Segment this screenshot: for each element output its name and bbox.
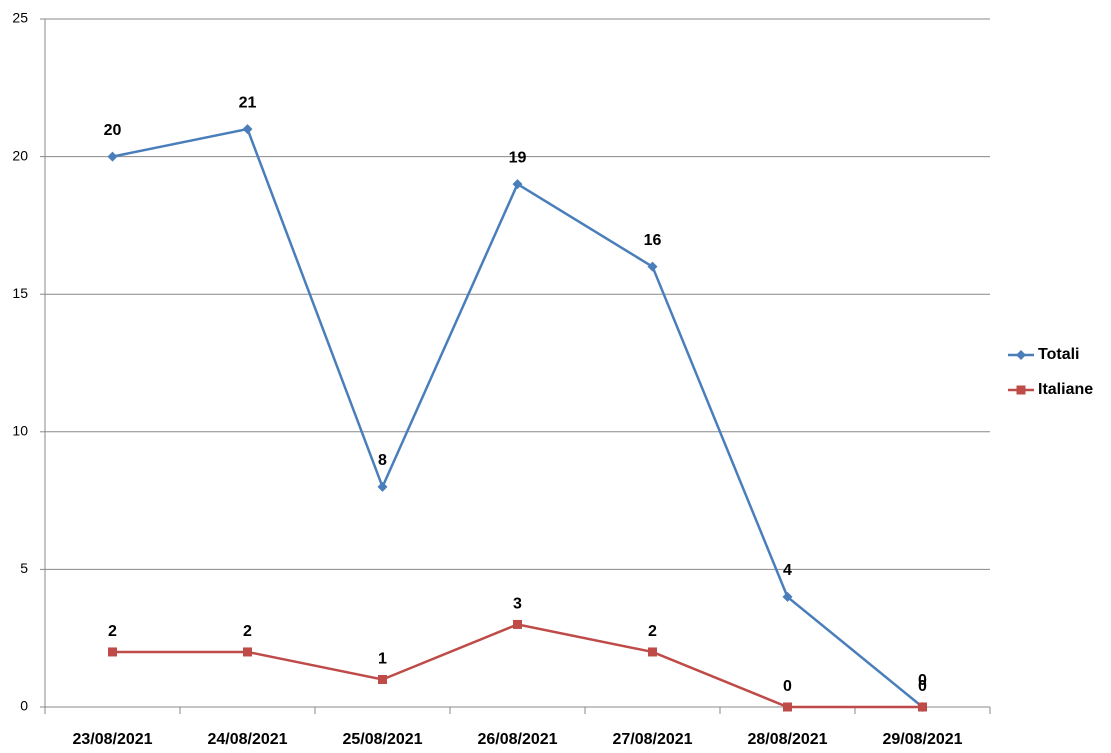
- y-tick-label: 0: [20, 698, 28, 714]
- data-point: [647, 261, 658, 272]
- data-label: 4: [783, 562, 792, 579]
- data-point: [648, 647, 657, 657]
- legend-label: Totali: [1038, 346, 1079, 363]
- legend-marker: [1016, 385, 1026, 395]
- x-tick-label: 25/08/2021: [342, 731, 422, 748]
- data-point: [377, 481, 388, 492]
- data-label: 2: [108, 623, 117, 640]
- data-point: [918, 702, 927, 712]
- data-label: 21: [239, 94, 257, 111]
- y-tick-label: 20: [12, 147, 28, 163]
- data-point: [512, 179, 523, 190]
- data-label: 0: [783, 678, 792, 695]
- data-label: 2: [243, 623, 252, 640]
- data-point: [378, 674, 387, 684]
- data-label: 8: [378, 452, 387, 469]
- data-label: 1: [378, 651, 387, 668]
- legend-label: Italiane: [1038, 381, 1093, 398]
- x-tick-label: 23/08/2021: [72, 731, 152, 748]
- data-point: [107, 151, 118, 162]
- y-tick-label: 25: [12, 10, 28, 26]
- y-tick-label: 10: [12, 423, 28, 439]
- data-point: [513, 619, 522, 629]
- x-tick-label: 27/08/2021: [612, 731, 692, 748]
- x-tick-label: 28/08/2021: [747, 731, 827, 748]
- data-label: 2: [648, 623, 657, 640]
- data-label: 16: [644, 232, 662, 249]
- data-label: 20: [104, 122, 122, 139]
- series-line: [112, 623, 923, 709]
- data-point: [108, 647, 117, 657]
- data-label: 19: [509, 149, 527, 166]
- x-tick-label: 29/08/2021: [882, 731, 962, 748]
- data-label: 3: [513, 596, 522, 613]
- data-point: [782, 591, 793, 602]
- data-label: 0: [918, 672, 927, 689]
- data-point: [243, 647, 252, 657]
- data-point: [242, 124, 253, 135]
- data-point: [783, 702, 792, 712]
- y-tick-label: 5: [20, 560, 28, 576]
- x-tick-label: 24/08/2021: [207, 731, 287, 748]
- legend-marker: [1016, 350, 1026, 360]
- y-tick-label: 15: [12, 285, 28, 301]
- data-label: 0: [918, 678, 927, 695]
- x-tick-label: 26/08/2021: [477, 731, 557, 748]
